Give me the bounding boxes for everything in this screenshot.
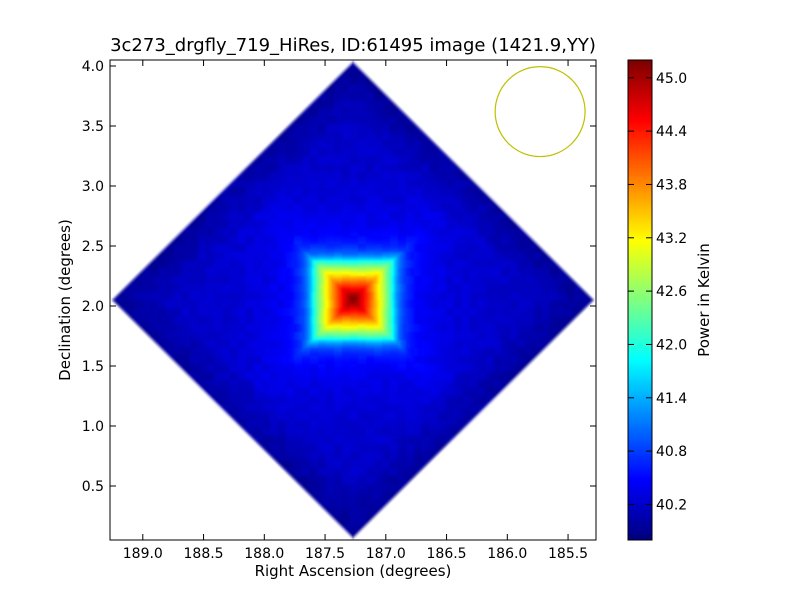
colorbar-tick-label: 42.0 xyxy=(656,337,687,353)
x-tick-label: 189.0 xyxy=(123,546,163,562)
y-tick-label: 2.0 xyxy=(82,299,104,315)
colorbar-tick-label: 40.8 xyxy=(656,444,687,460)
y-tick-label: 0.5 xyxy=(82,479,104,495)
colorbar-tick-label: 41.4 xyxy=(656,391,687,407)
y-tick-label: 1.0 xyxy=(82,419,104,435)
x-tick-label: 188.5 xyxy=(184,546,224,562)
x-tick-label: 186.5 xyxy=(427,546,467,562)
x-tick-label: 187.5 xyxy=(305,546,345,562)
y-tick-label: 1.5 xyxy=(82,359,104,375)
y-tick-label: 3.5 xyxy=(82,119,104,135)
x-tick-label: 187.0 xyxy=(366,546,406,562)
x-axis-label: Right Ascension (degrees) xyxy=(255,562,452,580)
y-tick-label: 3.0 xyxy=(82,179,104,195)
colorbar-tick-label: 43.2 xyxy=(656,231,687,247)
colorbar-tick-label: 44.4 xyxy=(656,124,687,140)
colorbar-gradient xyxy=(628,60,652,540)
x-tick-label: 188.0 xyxy=(244,546,284,562)
plot-area: 189.0 188.5 188.0 187.5 187.0 186.5 186.0 185.5… xyxy=(82,59,597,562)
colorbar-tick-label: 42.6 xyxy=(656,284,687,300)
x-axis-ticks: 189.0 188.5 188.0 187.5 187.0 186.5 186.0 185.5 xyxy=(123,60,588,562)
heatmap-image xyxy=(110,60,596,540)
x-tick-label: 185.5 xyxy=(548,546,588,562)
colorbar-tick-label: 45.0 xyxy=(656,71,687,87)
colorbar-label: Power in Kelvin xyxy=(695,243,713,357)
y-axis-ticks: 0.5 1.0 1.5 2.0 2.5 3.0 3.5 4.0 xyxy=(82,59,596,495)
y-axis-label: Declination (degrees) xyxy=(56,219,74,381)
colorbar-tick-label: 40.2 xyxy=(656,497,687,513)
chart-title: 3c273_drgfly_719_HiRes, ID:61495 image (… xyxy=(110,35,596,56)
beam-ellipse xyxy=(494,66,586,158)
colorbar-ticks: 40.2 40.8 41.4 42.0 42.6 43.2 43.8 44.4 45.0 xyxy=(628,71,687,513)
plot-frame xyxy=(109,59,597,541)
y-tick-label: 2.5 xyxy=(82,239,104,255)
colorbar-tick-label: 43.8 xyxy=(656,177,687,193)
x-tick-label: 186.0 xyxy=(487,546,527,562)
y-tick-label: 4.0 xyxy=(82,59,104,75)
colorbar: 40.2 40.8 41.4 42.0 42.6 43.2 43.8 44.4 45.0 xyxy=(627,59,687,541)
colorbar-frame xyxy=(627,59,653,541)
